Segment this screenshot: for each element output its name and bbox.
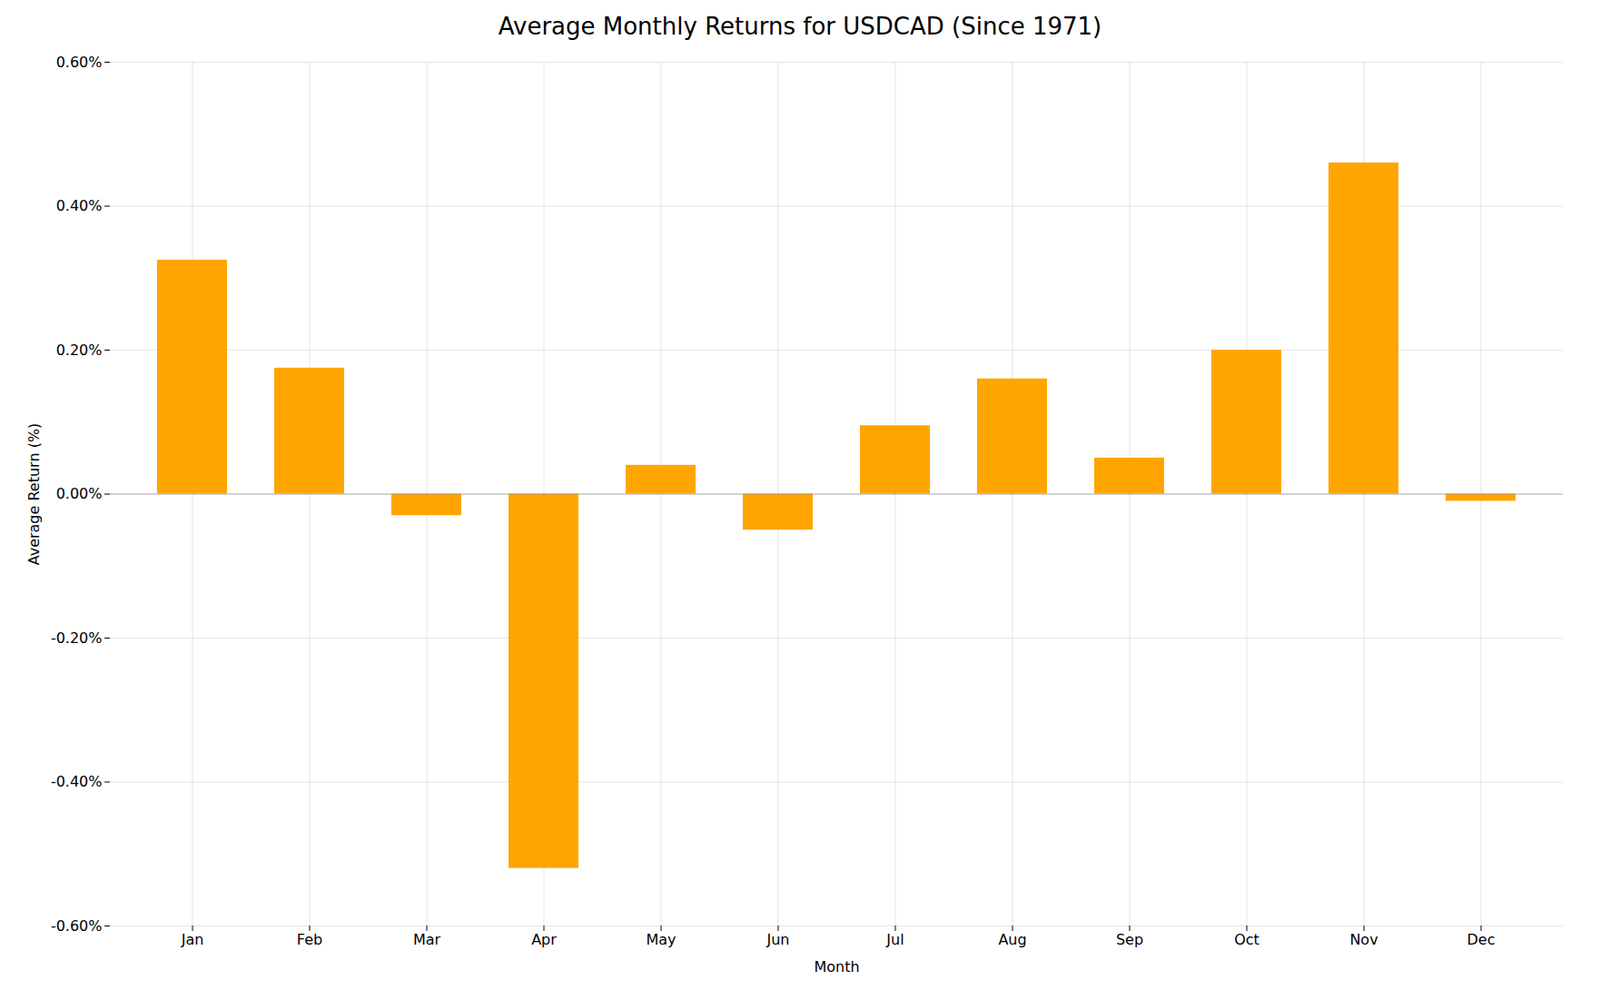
svg-text:Jun: Jun [766, 930, 791, 949]
svg-text:Apr: Apr [531, 930, 557, 949]
svg-text:Feb: Feb [296, 930, 323, 949]
svg-text:Nov: Nov [1349, 930, 1378, 949]
html-text:Average Monthly Returns for US: Average Monthly Returns for USDCAD (Sinc… [498, 12, 1102, 40]
svg-text:Jan: Jan [180, 930, 205, 949]
svg-text:Average Return (%): Average Return (%) [25, 423, 43, 566]
svg-text:0.20%: 0.20% [56, 341, 103, 359]
svg-text:Mar: Mar [413, 930, 442, 949]
svg-text:Jul: Jul [885, 930, 904, 949]
svg-text:Aug: Aug [997, 930, 1027, 949]
svg-text:Oct: Oct [1234, 930, 1260, 949]
svg-text:0.60%: 0.60% [56, 53, 103, 71]
svg-text:Sep: Sep [1116, 930, 1144, 949]
svg-text:-0.40%: -0.40% [50, 772, 103, 791]
svg-text:-0.60%: -0.60% [50, 917, 103, 935]
svg-text:0.40%: 0.40% [56, 197, 103, 215]
svg-text:Dec: Dec [1467, 930, 1496, 949]
svg-text:-0.20%: -0.20% [50, 629, 103, 647]
svg-text:May: May [645, 930, 676, 949]
svg-text:Month: Month [813, 958, 860, 976]
svg-text:0.00%: 0.00% [56, 484, 103, 503]
